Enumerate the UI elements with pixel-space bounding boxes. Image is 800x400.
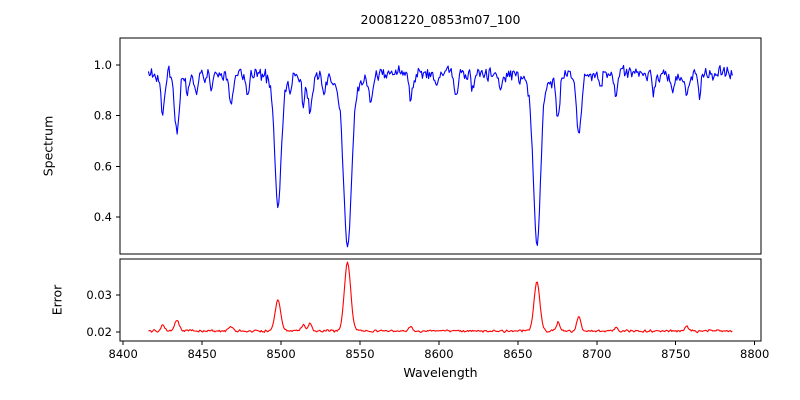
x-axis-label: Wavelength bbox=[403, 365, 478, 380]
x-tick-label: 8550 bbox=[345, 347, 374, 361]
x-tick-label: 8800 bbox=[740, 347, 769, 361]
y-tick-label: 0.03 bbox=[86, 288, 112, 302]
y-tick-label: 0.02 bbox=[86, 325, 112, 339]
y-tick-label: 1.0 bbox=[94, 58, 112, 72]
spectrum-axes-frame bbox=[119, 37, 762, 255]
y-tick-label: 0.8 bbox=[94, 109, 112, 123]
error-line bbox=[148, 261, 733, 334]
y-tick-label: 0.4 bbox=[94, 210, 112, 224]
x-tick-label: 8700 bbox=[582, 347, 611, 361]
x-tick-label: 8600 bbox=[424, 347, 453, 361]
error-axes-frame bbox=[119, 258, 762, 342]
x-tick-label: 8450 bbox=[187, 347, 216, 361]
chart-title: 20081220_0853m07_100 bbox=[360, 12, 521, 27]
y-tick-label: 0.6 bbox=[94, 159, 112, 173]
x-tick-label: 8750 bbox=[661, 347, 690, 361]
x-tick-label: 8500 bbox=[266, 347, 295, 361]
x-tick-label: 8400 bbox=[109, 347, 138, 361]
spectrum-line bbox=[147, 64, 733, 248]
x-tick-label: 8650 bbox=[503, 347, 532, 361]
